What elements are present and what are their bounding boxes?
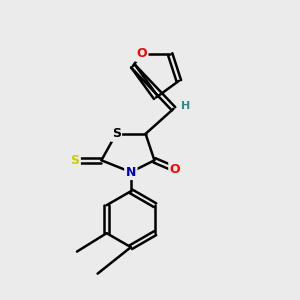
Text: O: O (136, 47, 147, 60)
Text: H: H (181, 101, 190, 111)
Text: S: S (70, 154, 80, 167)
Text: N: N (126, 166, 136, 178)
Text: O: O (170, 163, 180, 176)
Text: S: S (112, 127, 121, 140)
